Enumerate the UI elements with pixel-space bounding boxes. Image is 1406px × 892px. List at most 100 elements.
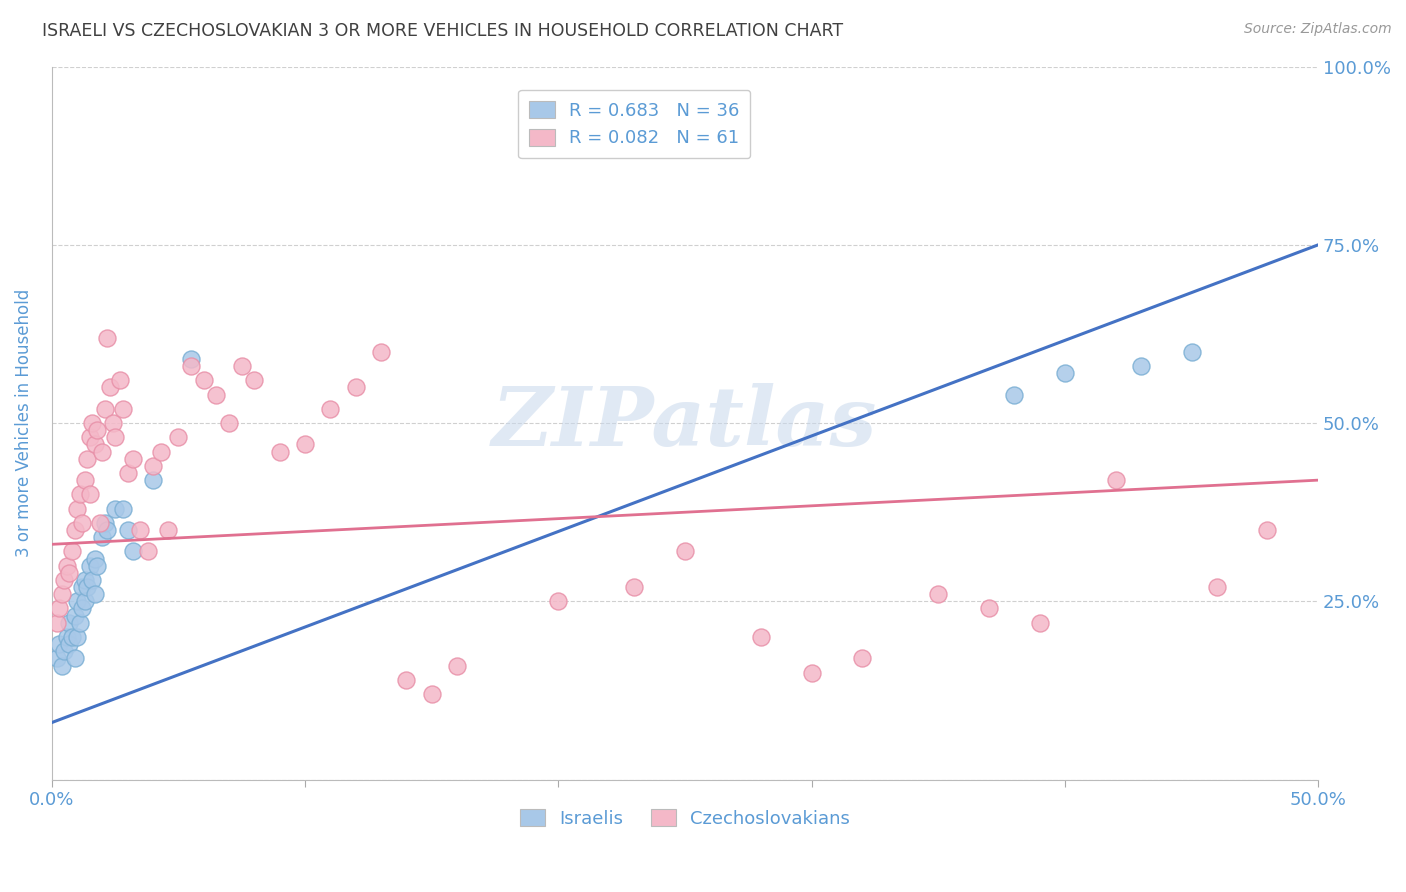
Point [76, 451, 98, 466]
Point [60, 630, 83, 644]
Point [370, 344, 392, 359]
Point [70, 580, 93, 594]
Point [180, 359, 202, 373]
Point [91, 444, 114, 458]
Point [79, 430, 101, 444]
Point [180, 351, 202, 366]
Text: Source: ZipAtlas.com: Source: ZipAtlas.com [1244, 22, 1392, 37]
Point [83, 587, 105, 601]
Point [1256, 523, 1278, 537]
Point [446, 658, 468, 673]
Point [111, 401, 134, 416]
Point [89, 516, 111, 530]
Point [82, 416, 104, 430]
Point [121, 544, 143, 558]
Point [851, 651, 873, 665]
Point [58, 637, 80, 651]
Point [79, 558, 101, 573]
Y-axis label: 3 or more Vehicles in Household: 3 or more Vehicles in Household [15, 289, 32, 558]
Point [977, 601, 1000, 615]
Point [121, 451, 143, 466]
Point [269, 444, 291, 458]
Point [63, 523, 86, 537]
Point [58, 566, 80, 580]
Point [243, 373, 266, 387]
Point [111, 501, 134, 516]
Point [69, 615, 91, 630]
Point [623, 580, 645, 594]
Point [142, 473, 165, 487]
Point [86, 423, 108, 437]
Point [129, 523, 152, 537]
Point [800, 665, 823, 680]
Point [83, 437, 105, 451]
Point [927, 587, 949, 601]
Point [101, 416, 124, 430]
Point [98, 380, 121, 394]
Point [66, 594, 89, 608]
Point [96, 523, 118, 537]
Point [547, 594, 569, 608]
Text: ZIPatlas: ZIPatlas [492, 383, 877, 463]
Point [63, 651, 86, 665]
Point [53, 644, 76, 658]
Point [83, 551, 105, 566]
Point [420, 687, 443, 701]
Point [51, 658, 73, 673]
Point [70, 601, 93, 615]
Point [395, 673, 418, 687]
Point [45, 615, 67, 630]
Point [48, 637, 70, 651]
Point [117, 523, 139, 537]
Point [60, 544, 83, 558]
Point [91, 530, 114, 544]
Point [73, 473, 96, 487]
Point [205, 387, 228, 401]
Point [45, 651, 67, 665]
Point [63, 608, 86, 623]
Point [1053, 366, 1076, 380]
Point [94, 516, 117, 530]
Point [104, 501, 127, 516]
Point [76, 580, 98, 594]
Point [1205, 580, 1227, 594]
Point [69, 487, 91, 501]
Legend: Israelis, Czechoslovakians: Israelis, Czechoslovakians [513, 802, 858, 835]
Point [104, 430, 127, 444]
Point [70, 516, 93, 530]
Point [1002, 387, 1025, 401]
Point [1180, 344, 1202, 359]
Point [193, 373, 215, 387]
Point [294, 437, 316, 451]
Point [1104, 473, 1126, 487]
Point [673, 544, 696, 558]
Point [136, 544, 159, 558]
Point [51, 587, 73, 601]
Point [56, 630, 79, 644]
Point [48, 601, 70, 615]
Point [53, 573, 76, 587]
Point [218, 416, 240, 430]
Point [1028, 615, 1050, 630]
Point [73, 573, 96, 587]
Text: ISRAELI VS CZECHOSLOVAKIAN 3 OR MORE VEHICLES IN HOUSEHOLD CORRELATION CHART: ISRAELI VS CZECHOSLOVAKIAN 3 OR MORE VEH… [42, 22, 844, 40]
Point [117, 466, 139, 480]
Point [82, 573, 104, 587]
Point [94, 401, 117, 416]
Point [167, 430, 190, 444]
Point [149, 444, 172, 458]
Point [58, 615, 80, 630]
Point [66, 501, 89, 516]
Point [56, 558, 79, 573]
Point [86, 558, 108, 573]
Point [73, 594, 96, 608]
Point [96, 330, 118, 344]
Point [1129, 359, 1152, 373]
Point [108, 373, 131, 387]
Point [79, 487, 101, 501]
Point [319, 401, 342, 416]
Point [142, 458, 165, 473]
Point [344, 380, 367, 394]
Point [749, 630, 772, 644]
Point [231, 359, 253, 373]
